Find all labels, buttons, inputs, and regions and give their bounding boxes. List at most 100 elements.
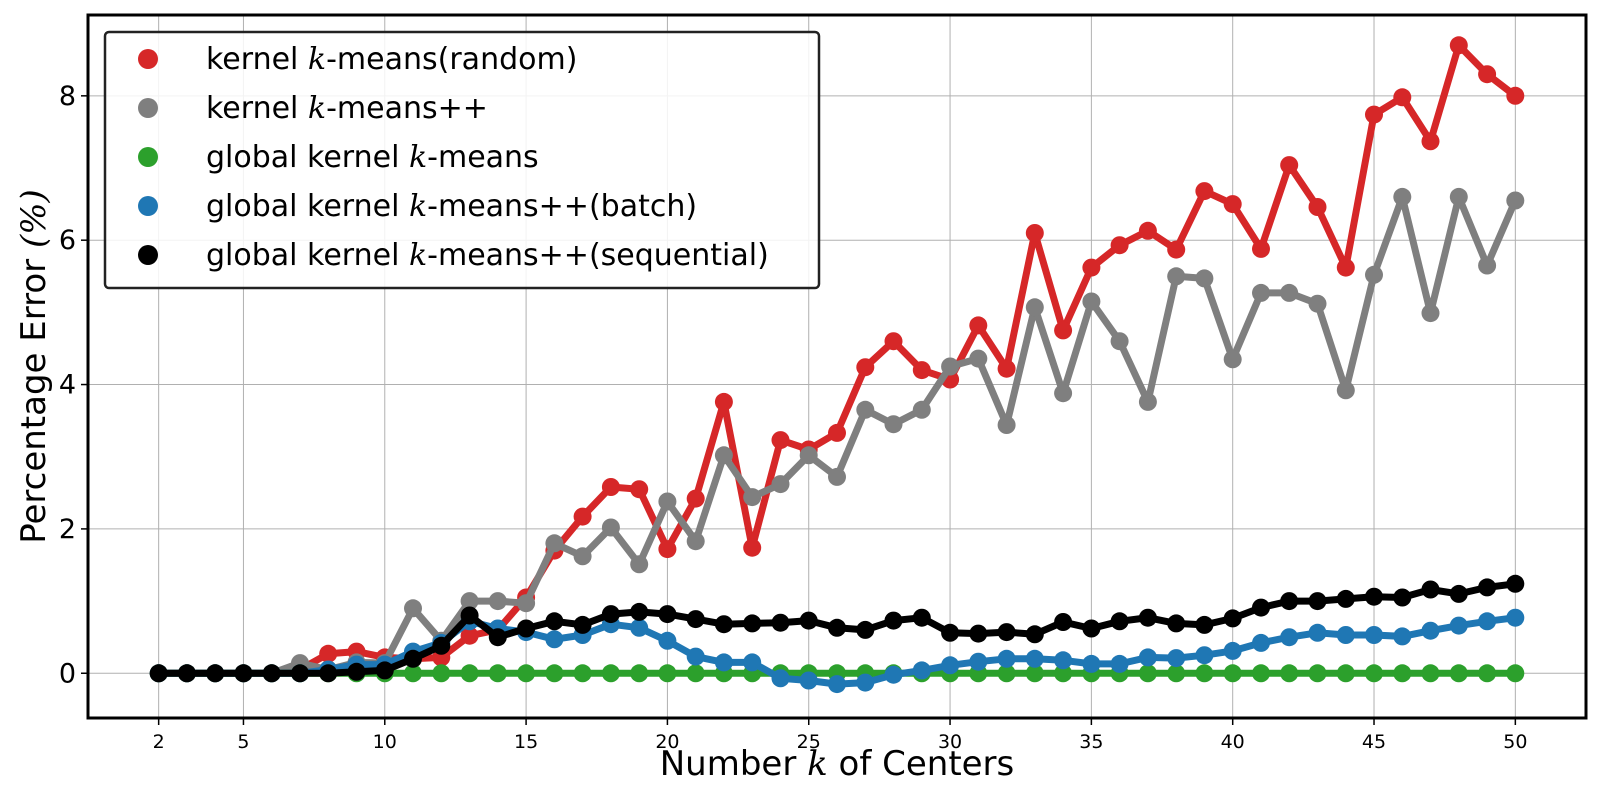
data-point [828,423,846,442]
data-point [1393,88,1412,107]
legend-text-k: k [308,42,326,77]
data-point [1449,187,1468,206]
data-point [1449,616,1468,635]
data-point [1223,641,1242,660]
data-point [658,605,677,624]
x-tick-label: 45 [1362,731,1386,753]
data-point [1336,626,1355,644]
legend-text-k: k [409,189,427,224]
legend-entry: kernel k-means++ [206,91,488,126]
data-point [1195,615,1214,634]
data-point [1280,628,1299,647]
legend-marker [138,196,158,216]
data-point [1280,592,1299,611]
x-tick-label: 50 [1503,731,1527,753]
data-point [460,592,479,611]
data-point [545,534,564,553]
data-point [1167,614,1186,633]
x-tick-label: 20 [655,731,679,753]
data-point [1336,664,1355,683]
data-point [1138,221,1157,240]
data-point [488,592,507,611]
data-point [1195,269,1214,288]
data-point [1280,283,1299,302]
data-point [1506,191,1525,210]
data-point [601,605,620,624]
y-axis: 0 2 4 6 8 [59,81,88,689]
data-point [460,626,479,645]
legend-marker [138,147,158,167]
y-axis-title-sym: (%) [14,189,54,248]
data-point [856,620,875,639]
data-point [460,606,479,625]
data-point [658,664,677,683]
data-point [630,555,649,574]
data-point [743,538,762,557]
data-point [856,400,875,419]
legend-text-pre: kernel [206,91,308,126]
data-point [1478,612,1497,631]
data-point [432,664,451,683]
data-point [1449,36,1468,55]
data-point [1280,156,1299,175]
data-point [856,673,875,692]
data-point [1252,283,1270,302]
data-point [517,664,536,683]
y-tick-label: 2 [59,514,76,545]
data-point [1167,240,1186,259]
x-tick-label: 25 [797,731,821,753]
y-tick-label: 6 [59,225,76,256]
data-point [686,647,705,666]
data-point [1167,664,1186,683]
data-point [1365,265,1383,284]
data-point [1195,664,1214,683]
data-point [1195,182,1214,201]
data-point [1336,258,1355,277]
data-point [1393,187,1412,206]
data-point [1365,664,1383,683]
data-point [884,611,903,630]
data-point [1223,350,1242,369]
legend-box [103,30,821,290]
series-2 [149,187,1525,683]
data-point [686,664,705,683]
data-point [1393,627,1412,646]
data-point [1167,267,1186,286]
data-point [347,662,366,681]
legend: kernel k-means(random) kernel k-means++ gl… [103,30,821,290]
data-point [291,664,309,683]
data-point [1110,332,1129,351]
legend-text-k: k [409,140,427,175]
data-point [1478,256,1497,275]
x-tick-label: 10 [373,731,397,753]
data-point [1308,294,1327,313]
data-point [658,540,677,559]
data-point [997,359,1016,378]
data-point [1336,381,1355,400]
data-point [1054,613,1073,631]
data-point [517,619,536,638]
data-point [1506,608,1525,627]
data-point [1025,224,1044,242]
data-point [630,602,649,621]
data-point [404,649,422,668]
data-point [969,624,988,643]
x-axis-title-post: of Centers [828,744,1015,784]
data-point [771,431,790,450]
data-point [1308,198,1327,216]
legend-entry: kernel k-means(random) [206,42,577,77]
legend-text-post: -means [427,140,539,175]
x-tick-label: 5 [237,731,249,753]
data-point [1025,649,1044,668]
legend-entry: global kernel k-means++(batch) [206,189,697,224]
data-point [573,615,592,634]
data-point [545,630,564,649]
plot-frame [86,13,1588,720]
data-point [658,492,677,511]
data-point [1054,651,1073,670]
data-point [771,613,790,632]
data-point [1110,612,1129,631]
data-point [1138,664,1157,683]
data-point [234,664,253,683]
